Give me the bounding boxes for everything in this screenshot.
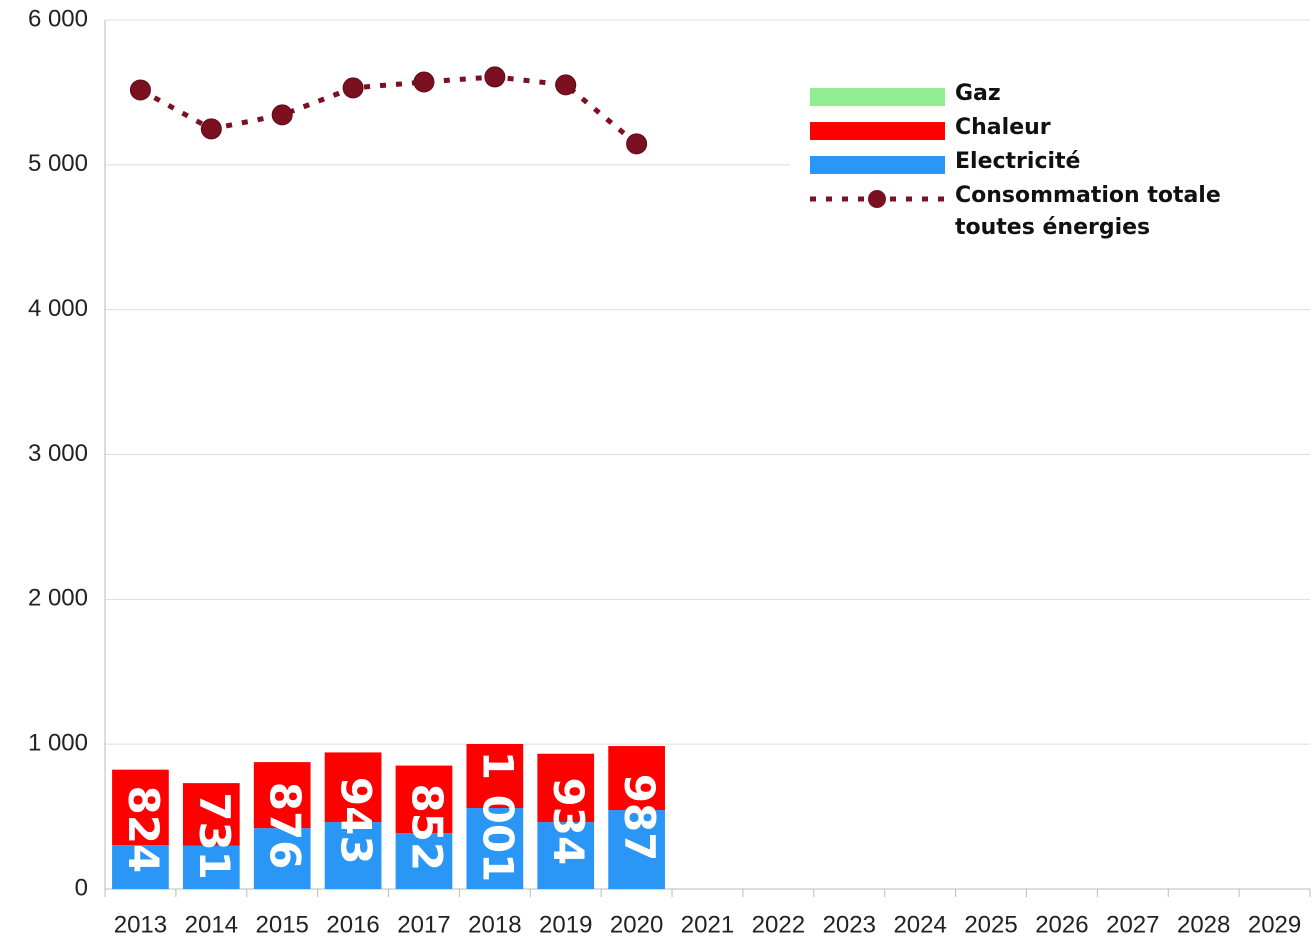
x-tick-label: 2027 [1106,911,1159,938]
x-tick-label: 2023 [823,911,876,938]
bar-total-label: 1 001 [473,751,522,883]
bar-total-label: 987 [615,774,664,862]
x-tick-label: 2025 [964,911,1017,938]
x-tick-label: 2028 [1177,911,1230,938]
bar-segment [395,833,453,889]
y-tick-label: 0 [75,874,88,901]
legend-swatch [810,122,945,140]
legend-entry: Chaleur [810,115,1310,144]
x-tick-label: 2014 [185,911,238,938]
x-tick-label: 2024 [893,911,946,938]
y-tick-label: 2 000 [28,585,88,612]
x-tick-label: 2029 [1248,911,1301,938]
y-tick-label: 6 000 [28,5,88,32]
x-tick-label: 2016 [326,911,379,938]
y-tick-label: 4 000 [28,295,88,322]
bar-segment [182,783,240,846]
bar-segment [112,845,169,889]
legend-entry: Consommation totale toutes énergies [810,183,1310,244]
bar-segment [253,828,311,889]
legend-marker [868,190,886,208]
x-tick-label: 2015 [256,911,309,938]
x-tick-label: 2020 [610,911,663,938]
line-marker [413,71,435,93]
x-tick-label: 2019 [539,911,592,938]
bar-segment [537,822,595,889]
legend: Gaz Chaleur Electricité Consommation totale… [790,78,1310,258]
bar-segment [466,808,524,889]
x-tick-label: 2013 [114,911,167,938]
bar-segment [253,762,311,829]
bar-segment [182,845,240,889]
line-marker [342,77,364,99]
legend-label: Chaleur [955,115,1051,140]
x-tick-label: 2021 [681,911,734,938]
bar-segment [608,746,665,811]
legend-swatch [810,88,945,106]
bar-segment [324,752,382,823]
line-marker [129,79,151,101]
y-tick-label: 3 000 [28,440,88,467]
x-tick-label: 2022 [752,911,805,938]
bar-segment [466,744,524,809]
line-marker [555,74,577,96]
legend-label: Electricité [955,149,1081,174]
bar-segment [537,753,595,823]
bar-segment [324,822,382,889]
x-tick-label: 2017 [397,911,450,938]
bar-total-label: 824 [119,785,168,873]
line-marker [484,66,506,88]
legend-swatch [810,156,945,174]
bar-total-label: 852 [402,783,451,871]
y-tick-label: 5 000 [28,150,88,177]
bar-total-label: 943 [332,777,381,865]
y-tick-label: 1 000 [28,730,88,757]
legend-label: Gaz [955,81,1001,106]
line-marker [200,118,222,140]
x-tick-label: 2026 [1035,911,1088,938]
bar-total-label: 876 [261,782,310,870]
x-tick-label: 2018 [468,911,521,938]
line-marker [626,133,648,155]
bar-segment [112,769,169,846]
legend-swatch [810,190,945,208]
bar-segment [395,765,453,834]
bar-total-label: 731 [190,792,239,880]
bar-segment [608,810,665,889]
legend-label: Consommation totale toutes énergies [955,183,1221,240]
bar-total-label: 934 [544,778,593,866]
line-marker [271,104,293,126]
legend-entry: Electricité [810,149,1310,178]
legend-entry: Gaz [810,81,1310,110]
